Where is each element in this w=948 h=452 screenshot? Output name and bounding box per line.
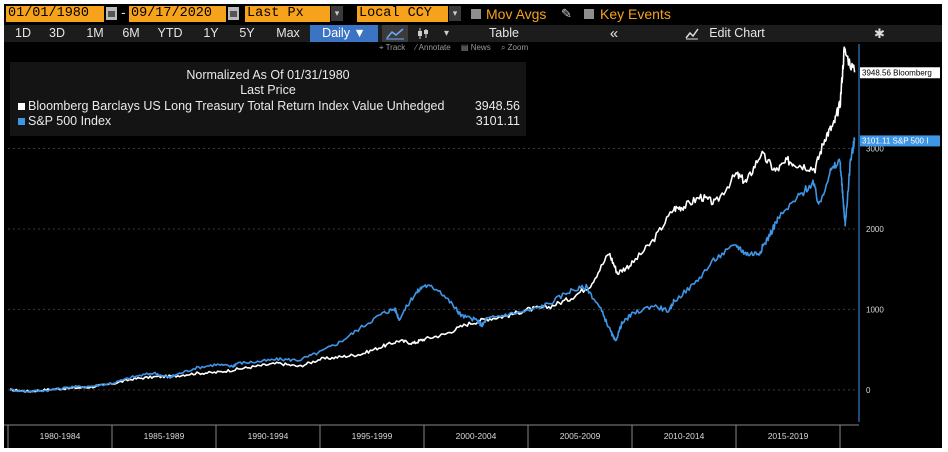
- key-events-checkbox[interactable]: [584, 9, 594, 19]
- x-axis-band: [4, 424, 859, 448]
- key-events-label[interactable]: Key Events: [600, 6, 671, 22]
- gear-icon[interactable]: ✱: [874, 26, 885, 41]
- legend-swatch-2: [18, 118, 25, 125]
- legend-swatch-1: [18, 103, 25, 110]
- currency-select[interactable]: Local CCY: [357, 6, 448, 22]
- series-1-value-tag: 3948.56 Bloomberg: [860, 67, 940, 79]
- legend-series-1: Bloomberg Barclays US Long Treasury Tota…: [18, 99, 444, 113]
- chevron-down-icon[interactable]: ▾: [444, 28, 450, 39]
- y-tick-label: 1000: [866, 305, 884, 314]
- legend-series-2-value: 3101.11: [475, 114, 520, 128]
- tab-ytd[interactable]: YTD: [157, 26, 183, 40]
- candlestick-icon[interactable]: [410, 25, 436, 42]
- tab-3d[interactable]: 3D: [49, 26, 65, 40]
- edit-chart-icon[interactable]: [684, 25, 700, 47]
- line-chart-icon[interactable]: [382, 25, 408, 42]
- toolbar: 01/01/1980 - 09/17/2020 Last Px ▾ Local …: [4, 4, 942, 22]
- series-line-1: [10, 46, 856, 393]
- legend-normalized: Normalized As Of 01/31/1980: [186, 68, 350, 82]
- line-chart[interactable]: 0 1000 2000 3000 1980-1984 1985-1989 1990-1994…: [4, 4, 942, 448]
- series-1-value-tag-bg: [860, 67, 940, 79]
- legend-series-2: S&P 500 Index: [18, 114, 111, 128]
- track-icon[interactable]: ⌖: [379, 43, 386, 52]
- x-tick-label: 1990-1994: [248, 431, 289, 441]
- frequency-select[interactable]: Daily ▼: [310, 25, 378, 42]
- x-tick-label: 2010-2014: [664, 431, 705, 441]
- y-tick-label: 2000: [866, 225, 884, 234]
- tab-1y[interactable]: 1Y: [203, 26, 219, 40]
- legend-series-1-value: 3948.56: [474, 99, 520, 113]
- pencil-icon[interactable]: ✎: [561, 6, 572, 21]
- period-bar: 1D 3D 1M 6M YTD 1Y 5Y Max Daily ▼ ▾ Tabl…: [4, 25, 942, 42]
- mov-avgs-label[interactable]: Mov Avgs: [486, 6, 547, 22]
- start-date-field[interactable]: 01/01/1980: [6, 6, 104, 22]
- edit-chart-button[interactable]: Edit Chart: [709, 26, 765, 40]
- x-tick-label: 1995-1999: [352, 431, 393, 441]
- chart-window: 01/01/1980 - 09/17/2020 Last Px ▾ Local …: [4, 4, 942, 448]
- end-date-field[interactable]: 09/17/2020: [129, 6, 226, 22]
- calendar-icon[interactable]: [228, 7, 239, 20]
- tab-1d[interactable]: 1D: [15, 26, 31, 40]
- tab-1m[interactable]: 1M: [86, 26, 104, 40]
- x-tick-label: 2015-2019: [768, 431, 809, 441]
- series-2-value-tag: 3101.11 S&P 500 I: [860, 135, 940, 147]
- chevron-down-icon[interactable]: ▾: [331, 6, 343, 21]
- y-tick-label: 0: [866, 386, 871, 395]
- x-tick-label: 1980-1984: [40, 431, 81, 441]
- annotate-tool[interactable]: Annotate: [418, 43, 451, 52]
- x-tick-label: 1985-1989: [144, 431, 185, 441]
- legend-series-2-name: S&P 500 Index: [28, 114, 112, 128]
- series-2-value-tag-label: 3101.11 S&P 500 I: [862, 136, 928, 145]
- tab-5y[interactable]: 5Y: [239, 26, 255, 40]
- series-1-value-tag-label: 3948.56 Bloomberg: [862, 68, 932, 77]
- collapse-button[interactable]: «: [609, 25, 619, 42]
- tools-bar: ⌖ Track ⁄ Annotate ▤ News ⌕ Zoom: [379, 42, 528, 54]
- series-line-2: [9, 137, 856, 393]
- zoom-icon[interactable]: ⌕: [500, 43, 508, 52]
- chevron-down-icon[interactable]: ▾: [449, 6, 461, 21]
- annotate-icon[interactable]: ⁄: [415, 43, 419, 52]
- date-separator: -: [121, 4, 126, 20]
- price-field-select[interactable]: Last Px: [245, 6, 330, 22]
- table-button[interactable]: Table: [489, 26, 519, 40]
- zoom-tool[interactable]: Zoom: [507, 43, 529, 52]
- calendar-icon[interactable]: [106, 7, 117, 20]
- tab-max[interactable]: Max: [276, 26, 300, 40]
- news-tool[interactable]: News: [470, 43, 491, 52]
- series-2-value-tag-bg: [860, 135, 940, 147]
- legend-series-1-name: Bloomberg Barclays US Long Treasury Tota…: [28, 99, 445, 113]
- chart-legend: Normalized As Of 01/31/1980 Last Price B…: [10, 62, 526, 136]
- legend-field: Last Price: [240, 83, 296, 97]
- tab-6m[interactable]: 6M: [122, 26, 140, 40]
- track-tool[interactable]: Track: [385, 43, 406, 52]
- mov-avgs-checkbox[interactable]: [471, 9, 481, 19]
- x-tick-label: 2000-2004: [456, 431, 497, 441]
- x-tick-label: 2005-2009: [560, 431, 601, 441]
- news-icon[interactable]: ▤: [460, 43, 471, 52]
- y-tick-label: 3000: [866, 145, 884, 154]
